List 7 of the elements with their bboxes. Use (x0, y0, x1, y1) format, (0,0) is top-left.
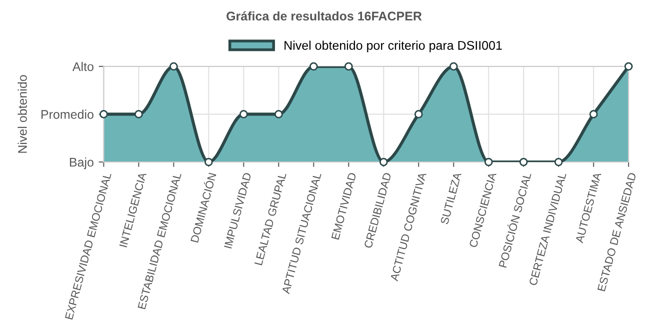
legend-label: Nivel obtenido por criterio para DSII001 (284, 40, 502, 52)
y-axis-title: Nivel obtenido (18, 75, 27, 153)
x-tick-label: LEALTAD GRUPAL (254, 172, 286, 266)
text: Alto (72, 62, 94, 72)
text: Bajo (70, 157, 94, 170)
text: Promedio (41, 110, 94, 119)
chart-title: Gráfica de resultados 16FACPER (226, 11, 422, 21)
